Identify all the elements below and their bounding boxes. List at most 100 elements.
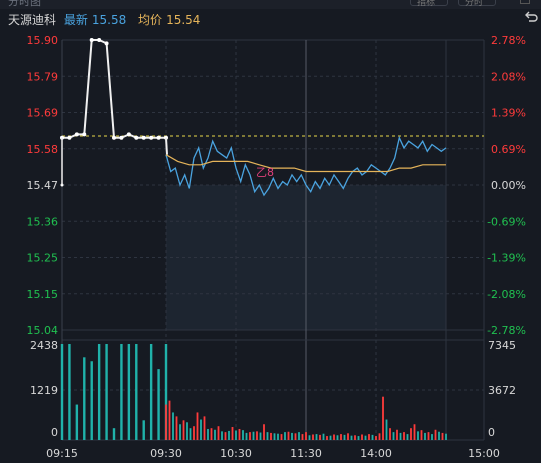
time-tick-label: 15:00 xyxy=(468,447,500,460)
auction-volume-bar xyxy=(142,420,145,440)
volume-bar xyxy=(182,420,185,440)
volume-bar xyxy=(350,435,353,440)
undo-icon[interactable] xyxy=(524,10,538,24)
time-tick-label: 14:00 xyxy=(360,447,392,460)
auction-volume-bar xyxy=(135,344,138,440)
volume-right-tick-label: 7345 xyxy=(488,339,516,352)
auction-volume-bar xyxy=(127,344,131,440)
auction-volume-bar xyxy=(157,369,160,440)
volume-bar xyxy=(263,424,265,440)
volume-bar xyxy=(333,434,335,440)
time-tick-label: 09:15 xyxy=(46,447,78,460)
volume-bars xyxy=(60,344,447,440)
auction-volume-bar xyxy=(97,344,101,440)
grid xyxy=(61,39,485,441)
price-tick-label: 15.04 xyxy=(27,324,59,337)
percent-tick-label: -1.39% xyxy=(487,252,526,265)
volume-bar xyxy=(389,428,391,440)
volume-left-tick-label: 1219 xyxy=(30,384,58,397)
percent-tick-label: 0.69% xyxy=(491,143,526,156)
price-lines xyxy=(60,38,484,197)
volume-bar xyxy=(245,432,248,440)
percent-tick-label: 1.39% xyxy=(491,107,526,120)
volume-bar xyxy=(179,424,181,440)
volume-bar xyxy=(347,433,349,440)
auction-volume-bar xyxy=(83,357,86,440)
volume-bar xyxy=(368,434,370,440)
volume-bar xyxy=(417,431,419,440)
volume-bar xyxy=(312,434,314,440)
volume-bar xyxy=(396,429,398,440)
volume-bar xyxy=(238,428,241,440)
volume-right-tick-label: 3672 xyxy=(488,384,516,397)
percent-tick-label: 2.08% xyxy=(491,70,526,83)
last-price-value: 15.58 xyxy=(91,13,127,27)
volume-bar xyxy=(375,436,377,440)
price-tick-label: 15.15 xyxy=(27,288,59,301)
auction-volume-bar xyxy=(60,344,64,440)
volume-right-tick-label: 0 xyxy=(488,426,495,439)
auction-volume-bar xyxy=(120,344,123,440)
auction-volume-bar xyxy=(75,404,79,440)
window-icon[interactable] xyxy=(520,0,530,4)
volume-bar xyxy=(371,434,374,440)
auction-price-point xyxy=(112,135,116,140)
volume-bar xyxy=(441,432,444,440)
volume-bar xyxy=(200,419,202,440)
volume-bar xyxy=(308,435,311,440)
volume-bar xyxy=(361,434,363,440)
period-button[interactable]: 分时 xyxy=(458,0,496,8)
volume-bar xyxy=(210,428,213,440)
volume-bar xyxy=(392,432,395,440)
volume-bar xyxy=(336,435,339,440)
volume-bar xyxy=(217,426,220,440)
auction-price-point xyxy=(82,132,87,137)
volume-bar xyxy=(294,433,297,440)
stock-name: 天源迪科 xyxy=(8,13,57,27)
price-tick-label: 15.79 xyxy=(27,70,59,83)
volume-left-tick-label: 2438 xyxy=(30,339,58,352)
percent-tick-label: 2.78% xyxy=(491,34,526,47)
volume-bar xyxy=(256,431,258,440)
volume-bar xyxy=(354,435,356,440)
volume-bar xyxy=(424,432,426,440)
volume-bar xyxy=(196,412,199,440)
auction-price-point xyxy=(74,132,79,137)
volume-bar xyxy=(273,433,276,440)
percent-tick-label: -2.08% xyxy=(487,288,526,301)
time-tick-label: 11:30 xyxy=(290,447,322,460)
volume-bar xyxy=(284,432,286,440)
time-tick-label: 10:30 xyxy=(220,447,252,460)
volume-left-tick-label: 0 xyxy=(51,426,58,439)
volume-bar xyxy=(343,434,346,440)
axis-labels: 15.90 15.79 15.69 15.58 15.47 15.36 15.25 15.15… xyxy=(27,34,527,460)
volume-bar xyxy=(270,432,272,440)
volume-bar xyxy=(203,416,206,440)
volume-bar xyxy=(214,429,216,440)
volume-bar xyxy=(420,430,423,440)
auction-volume-bar xyxy=(105,344,108,440)
auction-price-point xyxy=(141,135,146,140)
volume-bar xyxy=(427,432,430,440)
volume-bar xyxy=(193,426,195,440)
indicator-button[interactable]: 指标 xyxy=(410,0,448,8)
volume-bar xyxy=(266,432,269,440)
auction-volume-bar xyxy=(90,361,93,440)
percent-tick-label: -2.78% xyxy=(487,324,526,337)
volume-bar xyxy=(280,434,283,440)
avg-price-value: 15.54 xyxy=(166,13,201,27)
price-tick-label: 15.90 xyxy=(27,34,59,47)
volume-bar xyxy=(445,433,447,440)
volume-bar xyxy=(259,432,262,440)
volume-bar xyxy=(434,429,437,440)
volume-bar xyxy=(231,427,234,440)
volume-bar xyxy=(175,416,178,440)
volume-bar xyxy=(326,436,328,440)
volume-bar xyxy=(252,431,255,440)
price-tick-label: 15.69 xyxy=(27,107,59,120)
price-tick-label: 15.58 xyxy=(27,143,59,156)
volume-bar xyxy=(301,434,304,440)
volume-bar xyxy=(172,412,174,440)
volume-bar xyxy=(329,435,332,440)
